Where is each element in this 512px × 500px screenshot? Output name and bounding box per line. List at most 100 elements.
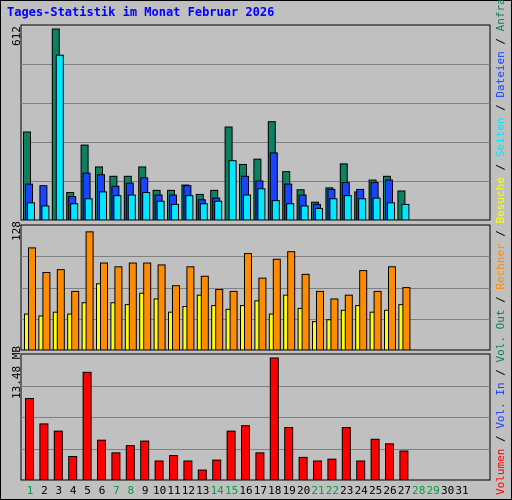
x-tick-label: 13	[196, 484, 209, 497]
x-tick-label: 28	[412, 484, 425, 497]
seiten-bar	[127, 194, 136, 221]
seiten-bar	[358, 198, 367, 221]
seiten-bar	[387, 202, 395, 221]
rechner-bar	[28, 247, 36, 351]
seiten-bar	[343, 195, 352, 221]
rechner-bar	[229, 290, 238, 351]
volumen-bar	[284, 427, 294, 481]
rechner-bar	[316, 290, 324, 351]
x-tick-label: 26	[383, 484, 396, 497]
volumen-bar	[385, 443, 394, 481]
seiten-bar	[185, 195, 194, 221]
volumen-bar	[197, 469, 207, 481]
rechner-bar	[200, 275, 209, 351]
volumen-bar	[140, 440, 150, 481]
volumen-bar	[269, 357, 279, 481]
rechner-bar	[42, 271, 51, 351]
x-tick-label: 6	[99, 484, 106, 497]
rechner-bar	[344, 294, 353, 351]
x-tick-label: 14	[211, 484, 225, 497]
x-tick-label: 4	[70, 484, 77, 497]
seiten-bar	[300, 205, 309, 221]
volumen-bar	[327, 458, 337, 481]
volumen-bar	[313, 460, 322, 481]
chart-title: Tages-Statistik im Monat Februar 2026	[7, 5, 275, 19]
seiten-bar	[55, 54, 64, 221]
seiten-bar	[142, 192, 151, 221]
seiten-bar	[99, 191, 107, 221]
seiten-bar	[286, 203, 295, 221]
volumen-bar	[370, 438, 380, 481]
x-tick-label: 9	[142, 484, 149, 497]
x-tick-label: 17	[254, 484, 267, 497]
x-tick-label: 25	[369, 484, 382, 497]
seiten-bar	[199, 203, 208, 221]
x-tick-label: 27	[398, 484, 411, 497]
volumen-bar	[68, 455, 78, 481]
x-tick-label: 2	[41, 484, 48, 497]
volumen-bar	[212, 459, 222, 481]
rechner-bar	[272, 258, 281, 351]
volumen-bar	[183, 460, 193, 481]
x-tick-label: 24	[355, 484, 369, 497]
x-tick-label: 21	[311, 484, 324, 497]
x-tick-label: 20	[297, 484, 310, 497]
volumen-bar	[111, 452, 121, 481]
rechner-bar	[287, 251, 296, 351]
volumen-bar	[39, 423, 49, 481]
volumen-bar	[154, 460, 164, 481]
rechner-bar	[215, 289, 224, 351]
volumen-bar	[298, 456, 308, 481]
rechner-bar	[128, 262, 137, 351]
x-tick-label: 22	[326, 484, 339, 497]
volumen-bar	[53, 430, 63, 481]
volumen-bar	[25, 398, 34, 481]
rechner-bar	[359, 270, 368, 351]
seiten-bar	[401, 203, 410, 221]
seiten-bar	[243, 194, 251, 221]
rechner-bar	[172, 285, 180, 351]
x-tick-label: 30	[441, 484, 454, 497]
seiten-bar	[329, 198, 338, 221]
rechner-bar	[244, 253, 252, 351]
volumen-bar	[399, 450, 409, 481]
x-tick-label: 15	[225, 484, 238, 497]
seiten-bar	[41, 205, 50, 221]
volumen-bar	[226, 430, 236, 481]
x-tick-label: 12	[182, 484, 195, 497]
volumen-bar	[125, 445, 135, 481]
seiten-bar	[171, 203, 179, 221]
x-tick-label: 19	[283, 484, 296, 497]
rechner-bar	[85, 231, 94, 351]
rechner-bar	[330, 298, 339, 351]
rechner-bar	[56, 269, 65, 351]
seiten-bar	[214, 200, 223, 221]
seiten-bar	[113, 195, 122, 221]
x-tick-label: 1	[27, 484, 34, 497]
rechner-bar	[114, 266, 123, 351]
seiten-bar	[315, 207, 323, 221]
rechner-bar	[388, 266, 396, 351]
volumen-bar	[241, 425, 250, 481]
x-tick-label: 29	[427, 484, 440, 497]
seiten-bar	[228, 160, 237, 221]
volumen-bar	[82, 371, 92, 481]
seiten-bar	[84, 198, 93, 221]
rechner-bar	[157, 264, 166, 351]
rechner-bar	[373, 290, 382, 351]
x-tick-label: 23	[340, 484, 353, 497]
rechner-bar	[402, 287, 411, 351]
seiten-bar	[372, 197, 381, 221]
seiten-bar	[156, 200, 165, 221]
volumen-bar	[255, 452, 265, 481]
x-tick-label: 31	[455, 484, 468, 497]
rechner-bar	[301, 273, 310, 351]
volumen-bar	[356, 460, 366, 481]
rechner-bar	[143, 262, 152, 351]
rechner-bar	[186, 266, 195, 351]
seiten-bar	[257, 188, 266, 221]
rechner-bar	[71, 290, 80, 351]
seiten-bar	[271, 200, 280, 221]
x-tick-label: 18	[268, 484, 281, 497]
